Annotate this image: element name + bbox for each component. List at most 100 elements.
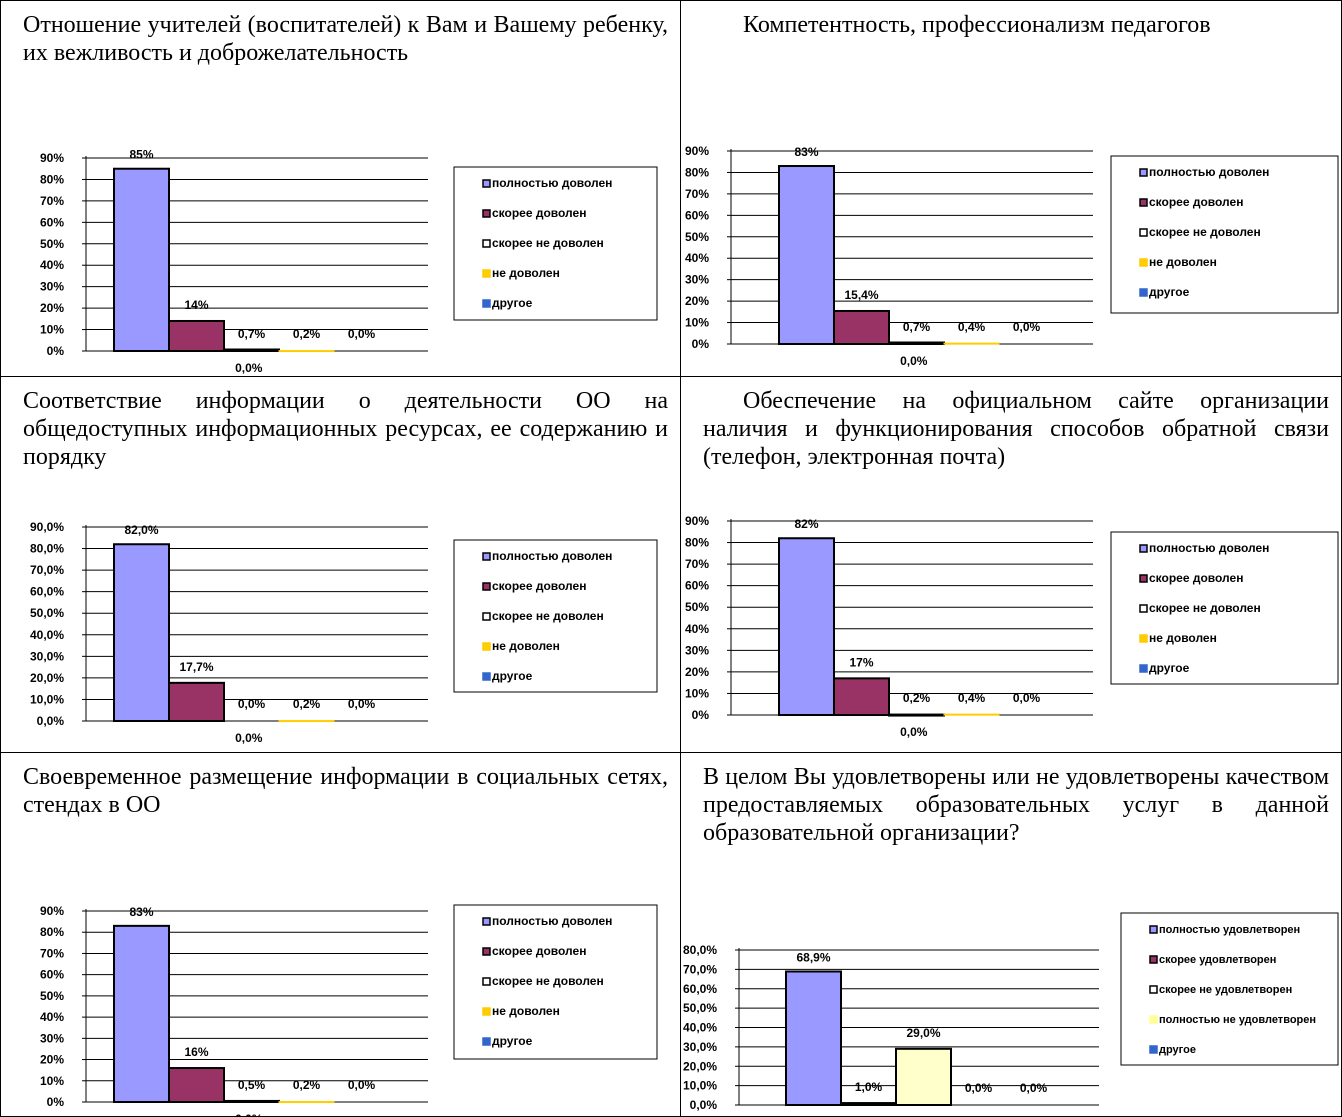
chart-panel: Своевременное размещение информации в со… [0,752,681,1117]
y-tick-label: 40% [40,258,64,272]
data-label: 82% [794,517,818,531]
legend-swatch [482,1007,491,1016]
bar [785,970,842,1106]
legend-label: другое [492,1034,533,1048]
y-tick-label: 0% [47,1095,65,1109]
y-tick-label: 30,0% [683,1040,717,1054]
y-tick-label: 60,0% [30,585,64,599]
legend-label: не доволен [1149,255,1217,269]
chart-panel: Отношение учителей (воспитателей) к Вам … [0,0,681,377]
legend-swatch [1149,1015,1158,1024]
legend-label: полностью доволен [492,176,612,190]
data-label: 0,7% [903,320,931,334]
data-label: 0,5% [238,1078,266,1092]
bar-chart: 0,0% 10,0% 20,0% 30,0% 40,0% 50,0% 60,0% 70,0% 8… [683,912,1339,1116]
bar-chart: 0% 10% 20% 30% 40% 50% 60% 70% 80% 90% 83% 15,4% 0,7… [685,144,1339,368]
data-label-below: 0,0% [235,361,263,375]
y-tick-label: 90,0% [30,520,64,534]
legend-label: другое [1149,661,1190,675]
y-tick-label: 50% [685,600,709,614]
legend-swatch [482,672,491,681]
legend-swatch [1149,925,1158,934]
data-label-below: 0,0% [900,725,928,739]
bar [223,1099,280,1104]
y-tick-label: 40,0% [30,628,64,642]
y-tick-label: 60% [40,968,64,982]
y-tick-label: 0% [47,344,65,358]
y-tick-label: 30% [40,280,64,294]
y-tick-label: 80% [685,536,709,550]
bar [223,348,280,353]
data-label: 0,4% [958,320,986,334]
y-tick-label: 90% [40,904,64,918]
legend-label: скорее доволен [492,206,586,220]
data-label-below: 0,0% [907,1115,935,1116]
y-tick-label: 0,0% [690,1098,718,1112]
legend-label: полностью доволен [492,549,612,563]
y-tick-label: 80% [40,172,64,186]
data-label-below: 0,0% [900,354,928,368]
legend-label: не доволен [492,639,560,653]
y-tick-label: 60% [685,208,709,222]
legend-swatch [1139,604,1148,613]
legend-swatch [1139,168,1148,177]
y-tick-label: 50% [685,230,709,244]
y-tick-label: 70,0% [30,563,64,577]
y-tick-label: 50,0% [683,1001,717,1015]
legend-swatch [1139,544,1148,553]
chart-panel: В целом Вы удовлетворены или не удовлетв… [680,752,1342,1117]
data-label: 16% [184,1045,208,1059]
legend-label: скорее доволен [1149,571,1243,585]
legend-label: полностью удовлетворен [1159,924,1300,936]
legend-swatch [482,977,491,986]
chart-title: В целом Вы удовлетворены или не удовлетв… [703,764,1329,846]
data-label: 0,0% [348,697,376,711]
y-tick-label: 40% [685,251,709,265]
legend-swatch [482,642,491,651]
legend-label: не доволен [1149,631,1217,645]
data-label: 15,4% [844,288,878,302]
legend-label: другое [1159,1044,1196,1056]
data-label: 14% [184,298,208,312]
legend-box [1110,531,1339,685]
legend-swatch [1149,1045,1158,1054]
y-tick-label: 60,0% [683,982,717,996]
bar-chart: 0,0% 10,0% 20,0% 30,0% 40,0% 50,0% 60,0% 70,0% 8… [30,520,658,745]
bar [168,681,225,723]
legend-label: скорее доволен [1149,195,1243,209]
bar [113,543,170,722]
legend-swatch [482,947,491,956]
legend-swatch [1149,955,1158,964]
y-tick-label: 20,0% [683,1059,717,1073]
legend-swatch [482,1037,491,1046]
legend-swatch [482,209,491,218]
data-label: 83% [794,145,818,159]
y-tick-label: 20% [685,294,709,308]
bar [113,167,170,352]
data-label: 0,2% [293,697,321,711]
legend-label: скорее не доволен [492,974,604,988]
data-label: 1,0% [855,1080,883,1094]
y-tick-label: 10,0% [30,692,64,706]
bar-chart: 0% 10% 20% 30% 40% 50% 60% 70% 80% 90% 85% 14% 0,7% 0… [40,148,658,375]
data-label: 0,0% [1020,1081,1048,1095]
legend-swatch [1139,574,1148,583]
bar [943,713,1000,716]
y-tick-label: 10% [40,323,64,337]
bar [895,1047,952,1106]
data-label: 0,0% [965,1081,993,1095]
chart-title: Соответствие информации о деятельности О… [23,388,668,470]
data-label: 0,0% [348,327,376,341]
data-label: 82,0% [124,523,158,537]
legend-label: не доволен [492,1004,560,1018]
y-tick-label: 80,0% [30,542,64,556]
data-label: 0,2% [903,691,931,705]
bar [888,341,945,346]
legend-swatch [482,552,491,561]
chart-title: Компетентность, профессионализм педагого… [743,12,1211,38]
data-label-below: 0,0% [235,1112,263,1116]
legend-label: скорее не удовлетворен [1159,984,1292,996]
y-tick-label: 60% [685,579,709,593]
data-label: 0,0% [1013,691,1041,705]
